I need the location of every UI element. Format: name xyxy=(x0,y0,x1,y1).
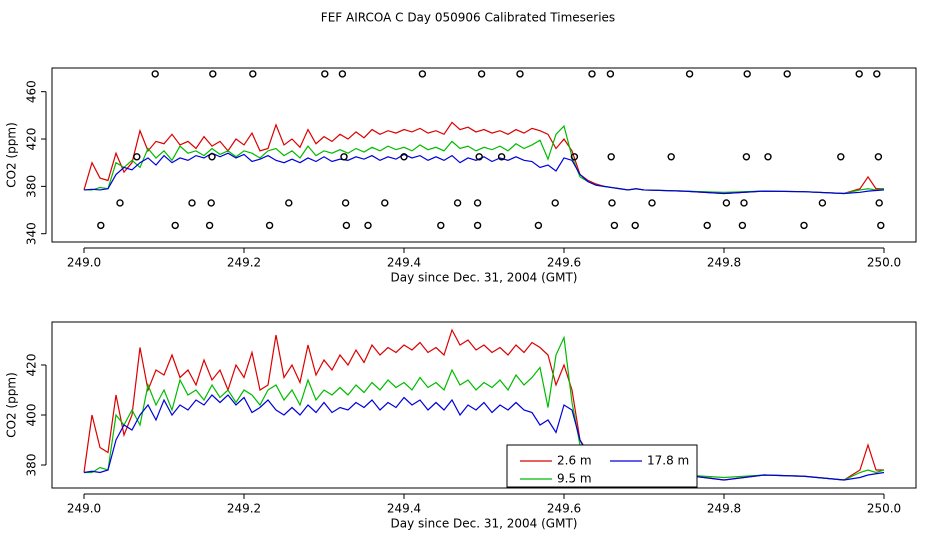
legend-label: 2.6 m xyxy=(557,454,592,468)
x-tick-label: 249.8 xyxy=(707,256,741,270)
marker xyxy=(764,153,772,161)
marker xyxy=(188,199,196,207)
plot-area xyxy=(83,70,885,230)
marker xyxy=(249,70,257,78)
marker xyxy=(171,221,179,230)
page-title: FEF AIRCOA C Day 050906 Calibrated Times… xyxy=(321,11,615,25)
marker xyxy=(400,153,408,161)
x-axis-label: Day since Dec. 31, 2004 (GMT) xyxy=(391,517,578,531)
marker xyxy=(855,70,863,78)
marker xyxy=(738,221,747,230)
marker xyxy=(321,70,329,78)
marker xyxy=(740,199,748,207)
x-tick-label: 249.4 xyxy=(387,256,421,270)
marker xyxy=(341,199,350,207)
y-tick-label: 380 xyxy=(25,454,39,477)
marker xyxy=(473,199,482,207)
marker xyxy=(477,70,486,78)
marker xyxy=(743,70,751,78)
x-tick-label: 250.0 xyxy=(867,256,901,270)
marker xyxy=(116,199,124,207)
y-tick-label: 340 xyxy=(25,222,39,245)
marker xyxy=(873,70,881,78)
marker xyxy=(875,199,883,207)
plot-frame xyxy=(51,67,917,243)
legend-label: 9.5 m xyxy=(557,472,592,486)
x-tick-label: 249.0 xyxy=(67,256,101,270)
marker xyxy=(874,153,883,161)
x-tick-label: 249.6 xyxy=(547,502,581,516)
y-axis-label: CO2 (ppm) xyxy=(5,372,19,438)
x-tick-label: 249.0 xyxy=(67,502,101,516)
x-tick-label: 249.2 xyxy=(227,502,261,516)
marker xyxy=(364,221,372,230)
marker xyxy=(207,199,215,207)
marker xyxy=(685,70,694,78)
marker xyxy=(631,221,639,230)
marker xyxy=(742,153,751,161)
x-tick-label: 250.0 xyxy=(867,502,901,516)
y-tick-label: 420 xyxy=(25,354,39,377)
x-axis-label: Day since Dec. 31, 2004 (GMT) xyxy=(391,271,578,285)
x-tick-label: 249.6 xyxy=(547,256,581,270)
marker xyxy=(437,221,445,230)
series-line xyxy=(83,152,885,195)
marker xyxy=(588,70,596,78)
marker xyxy=(97,221,105,230)
marker xyxy=(516,70,524,78)
marker xyxy=(381,199,389,207)
marker xyxy=(551,199,559,207)
marker xyxy=(607,153,615,161)
marker xyxy=(608,199,616,207)
y-tick-label: 460 xyxy=(25,80,39,103)
y-tick-label: 420 xyxy=(25,128,39,151)
marker xyxy=(475,153,483,161)
marker xyxy=(453,199,462,207)
y-tick-label: 400 xyxy=(25,404,39,427)
marker xyxy=(205,221,214,230)
marker xyxy=(133,153,141,161)
marker xyxy=(610,221,619,230)
marker xyxy=(497,153,506,161)
marker xyxy=(570,153,579,161)
marker xyxy=(338,70,347,78)
y-tick-label: 380 xyxy=(25,175,39,198)
plot-frame xyxy=(51,321,917,489)
legend-label: 17.8 m xyxy=(647,454,689,468)
marker xyxy=(151,70,159,78)
marker xyxy=(818,199,827,207)
marker xyxy=(667,153,675,161)
marker xyxy=(208,153,216,161)
series-line xyxy=(83,394,885,481)
x-tick-label: 249.4 xyxy=(387,502,421,516)
marker xyxy=(722,199,731,207)
marker xyxy=(800,221,808,230)
marker xyxy=(837,153,845,161)
marker xyxy=(534,221,543,230)
marker xyxy=(606,70,615,78)
y-axis-label: CO2 (ppm) xyxy=(5,122,19,188)
x-tick-label: 249.2 xyxy=(227,256,261,270)
marker xyxy=(783,70,791,78)
marker xyxy=(209,70,217,78)
legend-box xyxy=(506,444,698,488)
marker xyxy=(265,221,274,230)
marker xyxy=(648,199,656,207)
marker xyxy=(473,221,482,230)
plot-area xyxy=(83,328,885,481)
marker xyxy=(285,199,293,207)
marker xyxy=(703,221,711,230)
marker xyxy=(342,221,351,230)
x-tick-label: 249.8 xyxy=(707,502,741,516)
marker xyxy=(877,221,885,230)
marker xyxy=(418,70,427,78)
marker xyxy=(340,153,348,161)
